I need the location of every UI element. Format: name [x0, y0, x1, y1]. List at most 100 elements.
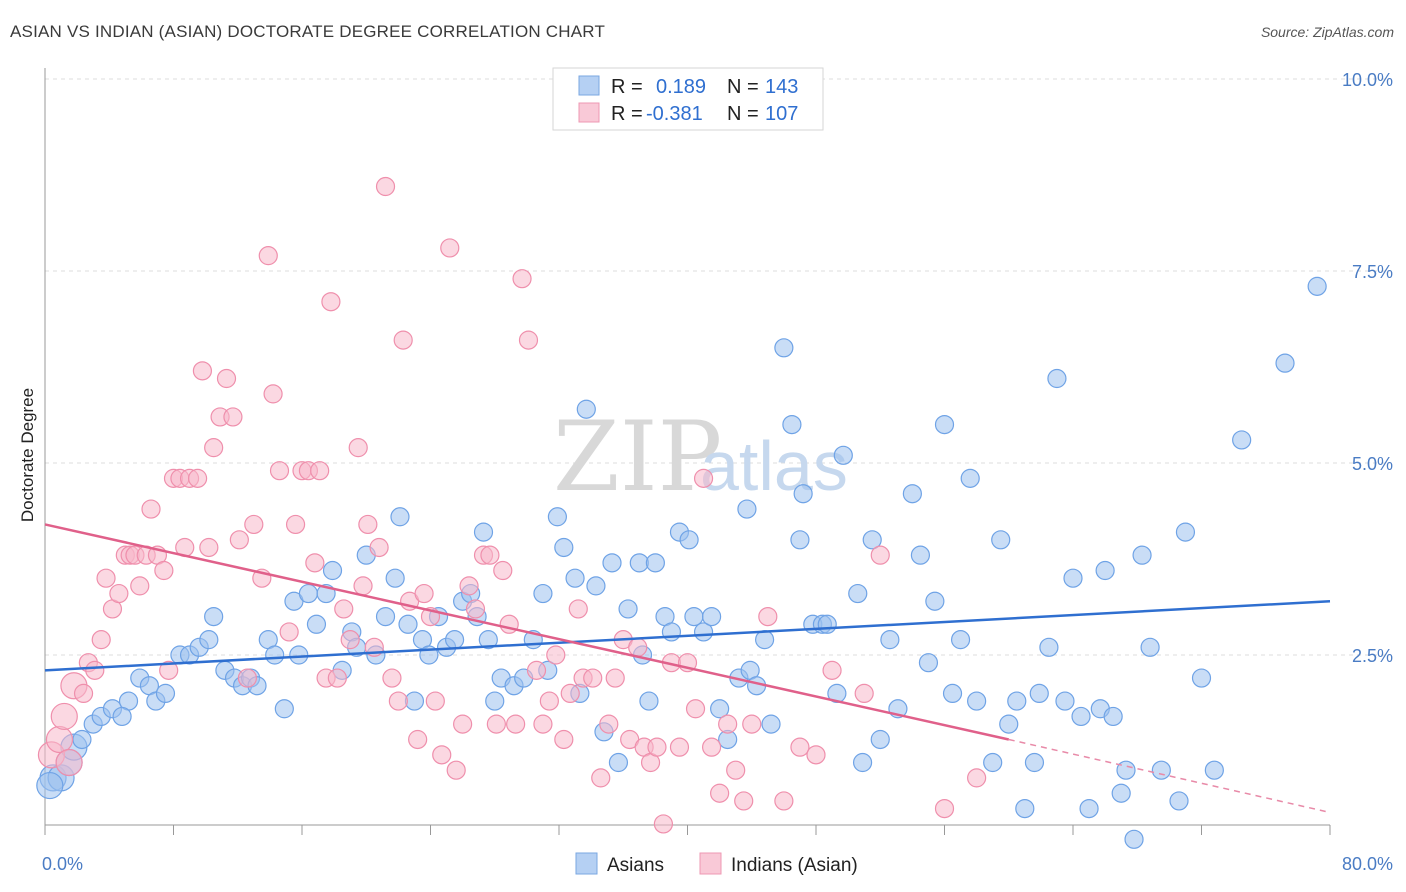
indian-point — [73, 683, 94, 704]
asian-point — [960, 468, 980, 488]
indians-trend-extension — [1008, 738, 1331, 814]
indian-point — [539, 691, 559, 711]
indian-point — [480, 545, 500, 565]
asian-point — [1015, 798, 1035, 819]
legend-swatch-indians — [578, 102, 600, 123]
asian-point — [306, 614, 327, 634]
asian-point — [1132, 545, 1152, 565]
asian-point — [925, 591, 945, 611]
indian-point — [533, 714, 553, 734]
indian-point — [109, 583, 129, 604]
indian-point — [327, 668, 347, 688]
indian-point — [258, 246, 278, 266]
series-legend: Asians Indians (Asian) — [575, 852, 858, 876]
asian-point — [737, 499, 757, 519]
y-tick-label: 5.0% — [1352, 454, 1393, 474]
asian-point — [554, 537, 574, 558]
indian-point — [348, 438, 368, 458]
legend-r-value-asians: 0.189 — [656, 76, 706, 98]
indian-point — [512, 269, 532, 289]
indian-point — [159, 660, 179, 680]
asian-point — [1029, 683, 1049, 704]
asian-point — [608, 752, 629, 773]
indian-point — [321, 292, 341, 312]
asian-point — [880, 630, 900, 650]
indian-point — [554, 729, 574, 750]
asian-point — [701, 606, 722, 627]
watermark-zip: ZIP — [553, 401, 722, 513]
asian-point — [693, 622, 714, 642]
source-credit: Source: ZipAtlas.com — [1260, 24, 1394, 40]
asian-point — [1047, 368, 1067, 389]
asian-point — [265, 645, 285, 665]
asian-point — [1204, 760, 1224, 780]
asian-point — [629, 553, 649, 573]
asian-point — [473, 522, 494, 542]
indian-point — [583, 668, 603, 688]
asian-point — [942, 683, 963, 704]
asian-point — [991, 530, 1011, 550]
asian-point — [199, 630, 219, 650]
indian-point — [546, 645, 566, 665]
indian-point — [591, 768, 611, 788]
indian-point — [465, 599, 486, 619]
y-tick-labels: 2.5% 5.0% 7.5% 10.0% — [1342, 70, 1393, 666]
asian-point — [72, 729, 92, 750]
indian-point — [223, 407, 243, 427]
asian-point — [1140, 637, 1160, 657]
indian-point — [506, 714, 526, 734]
asian-point — [918, 653, 939, 673]
asian-point — [444, 630, 465, 650]
chart-title: ASIAN VS INDIAN (ASIAN) DOCTORATE DEGREE… — [10, 22, 606, 41]
indian-point — [432, 745, 452, 765]
indian-point — [934, 798, 955, 819]
asian-point — [862, 530, 882, 550]
indian-point — [526, 660, 547, 680]
asian-point — [833, 445, 853, 465]
indian-point — [693, 468, 714, 488]
asian-point — [1111, 783, 1131, 803]
indian-point — [285, 514, 306, 535]
indian-point — [85, 660, 105, 680]
asian-point — [204, 606, 224, 627]
indian-point — [382, 668, 402, 688]
indian-point — [96, 568, 116, 588]
indian-point — [560, 683, 580, 704]
asian-point — [902, 484, 922, 504]
asian-point — [754, 630, 775, 650]
asians-trend-line — [44, 599, 1331, 672]
x-tick-label: 80.0% — [1342, 854, 1393, 874]
watermark: ZIP atlas — [553, 401, 848, 513]
indian-point — [353, 576, 373, 596]
asian-point — [375, 606, 396, 627]
y-axis-title: Doctorate Degree — [18, 388, 37, 522]
asian-point — [1063, 568, 1083, 588]
legend-r-label-asians: R = — [611, 76, 643, 98]
indian-point — [669, 737, 690, 757]
indian-point — [734, 791, 754, 811]
asian-point — [1307, 276, 1327, 296]
asian-point — [1124, 829, 1144, 849]
asian-point — [1169, 791, 1189, 811]
indian-point — [628, 637, 648, 657]
asian-point — [576, 399, 596, 419]
asian-point — [910, 545, 931, 565]
trend-lines — [44, 523, 1331, 814]
asian-point — [1095, 560, 1115, 581]
asian-point — [774, 338, 794, 358]
indian-point — [340, 630, 360, 650]
y-tick-label: 7.5% — [1352, 262, 1393, 282]
asian-point — [155, 683, 176, 704]
indian-point — [305, 553, 325, 573]
axes — [44, 68, 1331, 835]
indian-point — [358, 514, 378, 535]
asian-point — [322, 560, 343, 581]
indian-point — [453, 714, 473, 734]
indian-point — [199, 537, 219, 558]
indian-point — [653, 814, 674, 834]
asian-point — [274, 699, 294, 719]
asian-point — [1116, 760, 1136, 780]
indian-point — [204, 438, 224, 458]
asian-point — [565, 568, 585, 588]
asian-point — [547, 507, 567, 527]
